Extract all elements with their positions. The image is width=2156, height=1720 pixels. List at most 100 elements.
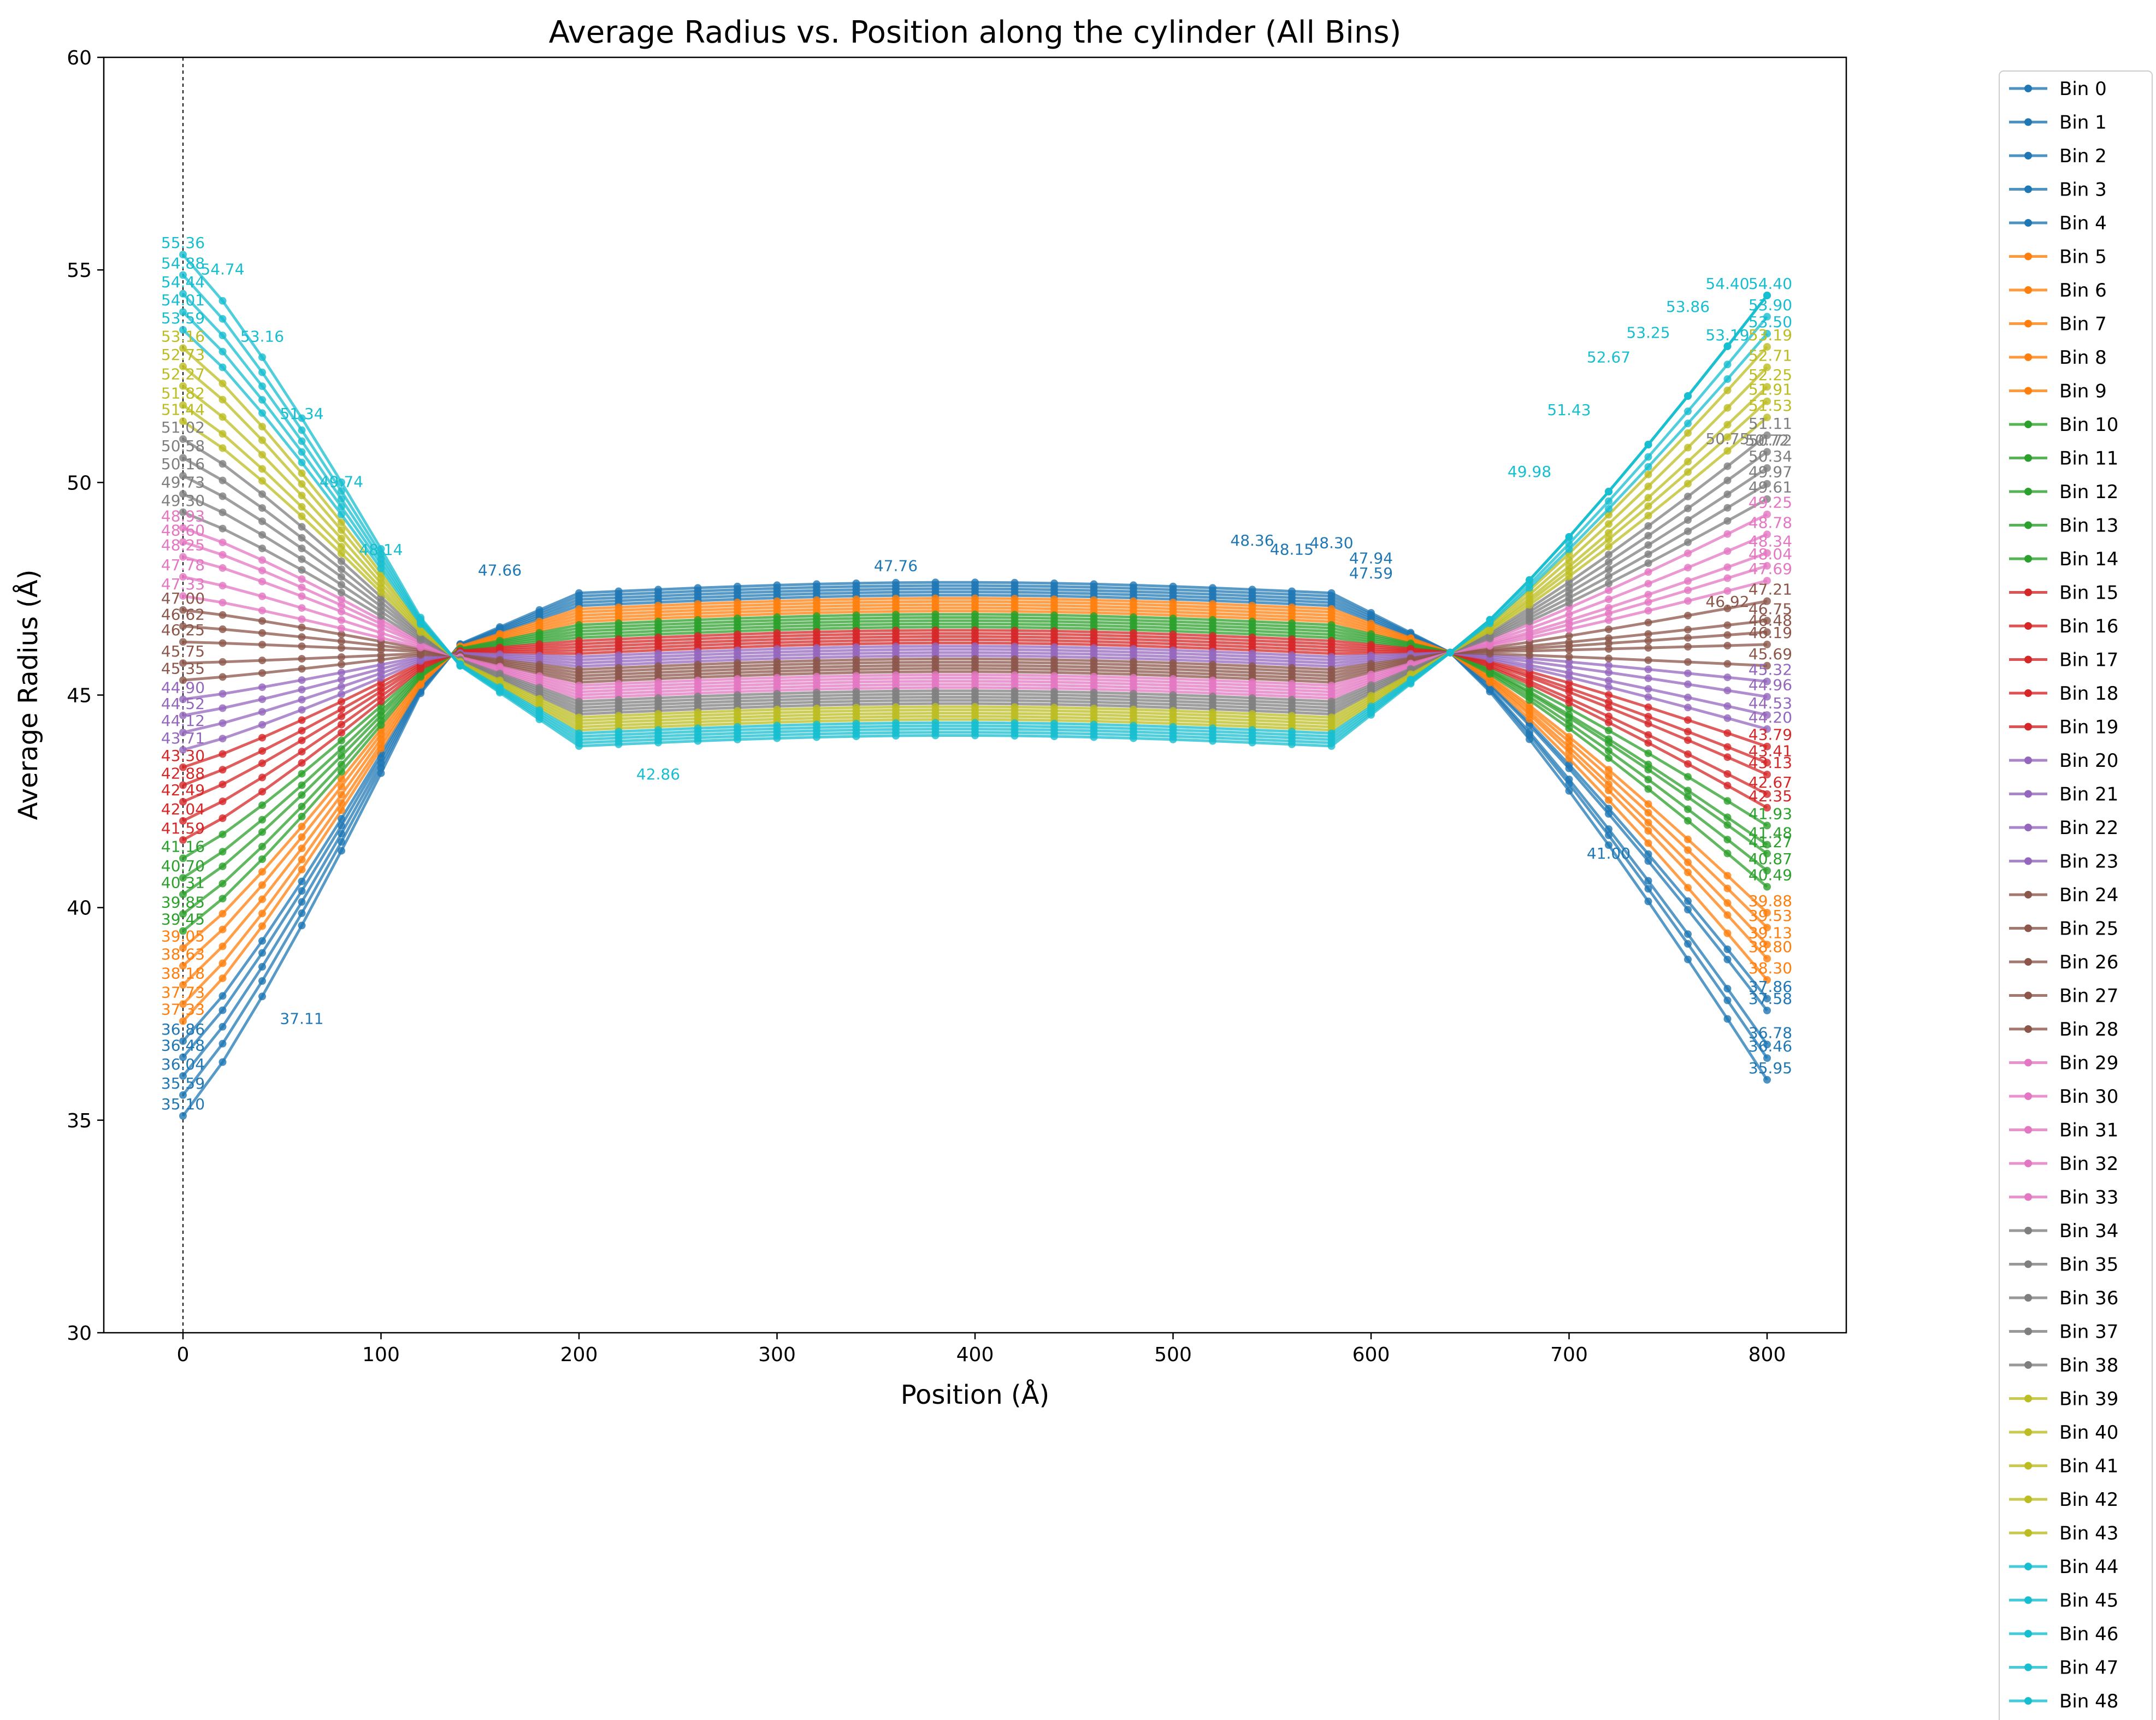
legend-marker xyxy=(2024,1462,2032,1470)
data-point xyxy=(1684,736,1692,744)
data-point xyxy=(218,673,227,681)
data-point xyxy=(1763,363,1771,371)
data-point xyxy=(179,711,187,719)
data-label: 50.75 xyxy=(1705,430,1749,448)
data-label: 52.67 xyxy=(1587,348,1631,367)
data-point xyxy=(338,478,345,486)
data-point xyxy=(1644,568,1652,576)
data-point xyxy=(1644,644,1652,652)
data-point xyxy=(179,638,187,646)
data-point xyxy=(218,797,227,806)
data-point xyxy=(1644,512,1652,519)
data-point xyxy=(179,836,187,844)
data-point xyxy=(1684,407,1692,415)
data-label: 35.95 xyxy=(1749,1059,1792,1077)
data-point xyxy=(1763,561,1771,570)
x-axis: 0 100 200 300 400 500 600 700 800 xyxy=(177,1333,1786,1366)
data-point xyxy=(218,539,227,547)
data-label: 40.87 xyxy=(1749,850,1792,868)
data-point xyxy=(1763,1041,1771,1049)
data-point xyxy=(1723,621,1732,629)
data-point xyxy=(1684,392,1692,400)
data-point xyxy=(1684,658,1692,666)
data-point xyxy=(258,720,266,729)
data-point xyxy=(338,690,345,698)
data-label: 51.34 xyxy=(280,405,323,423)
x-tick-label: 200 xyxy=(560,1344,598,1366)
data-point xyxy=(1684,793,1692,801)
legend-label: Bin 0 xyxy=(2059,78,2107,100)
legend-label: Bin 35 xyxy=(2059,1254,2118,1276)
chart-title: Average Radius vs. Position along the cy… xyxy=(549,15,1402,50)
data-point xyxy=(298,523,306,531)
data-label: 55.36 xyxy=(161,234,205,252)
data-point xyxy=(1684,586,1692,594)
legend-label: Bin 14 xyxy=(2059,548,2118,570)
data-point xyxy=(1723,782,1732,790)
data-point xyxy=(1684,787,1692,795)
data-point xyxy=(1605,558,1612,566)
data-point xyxy=(179,417,187,425)
legend-label: Bin 17 xyxy=(2059,649,2118,671)
data-point xyxy=(1723,631,1732,639)
data-point xyxy=(218,1022,227,1031)
data-label: 44.20 xyxy=(1749,708,1792,726)
data-point xyxy=(179,763,187,771)
data-label: 51.53 xyxy=(1749,397,1792,415)
data-label: 39.88 xyxy=(1749,892,1792,910)
data-label: 47.76 xyxy=(874,557,918,575)
data-point xyxy=(258,881,266,889)
data-point xyxy=(1565,669,1573,677)
data-point xyxy=(1644,550,1652,558)
data-point xyxy=(1684,625,1692,634)
legend-marker xyxy=(2024,1361,2032,1369)
data-label: 48.60 xyxy=(161,521,205,539)
legend-marker xyxy=(2024,1227,2032,1234)
data-point xyxy=(1763,448,1771,456)
data-label: 49.74 xyxy=(320,473,363,491)
data-point xyxy=(1723,884,1732,892)
data-point xyxy=(218,599,227,607)
data-point xyxy=(298,604,306,612)
data-point xyxy=(218,509,227,517)
data-point xyxy=(218,315,227,323)
data-point xyxy=(1723,1015,1732,1023)
data-point xyxy=(218,690,227,698)
data-label: 46.48 xyxy=(1749,611,1792,629)
data-point xyxy=(218,781,227,789)
data-point xyxy=(338,601,345,610)
legend-marker xyxy=(2024,152,2032,159)
data-point xyxy=(1723,490,1732,498)
data-point xyxy=(1723,929,1732,937)
data-point xyxy=(298,665,306,673)
data-point xyxy=(1644,839,1652,847)
data-point xyxy=(1367,711,1375,719)
data-point xyxy=(338,616,345,624)
y-axis-label: Average Radius (Å) xyxy=(13,570,44,820)
data-point xyxy=(338,588,345,596)
data-label: 44.12 xyxy=(161,712,205,730)
data-point xyxy=(298,921,306,930)
data-label: 54.44 xyxy=(161,273,205,291)
data-point xyxy=(258,992,266,1001)
legend-label: Bin 19 xyxy=(2059,717,2118,738)
data-point xyxy=(1684,750,1692,758)
data-point xyxy=(1723,813,1732,821)
data-point xyxy=(1605,661,1612,670)
data-point xyxy=(1723,899,1732,907)
data-point xyxy=(1684,930,1692,938)
data-label: 47.00 xyxy=(161,589,205,607)
data-label: 48.93 xyxy=(161,507,205,525)
data-point xyxy=(1723,504,1732,512)
data-point xyxy=(1684,693,1692,701)
data-point xyxy=(218,942,227,950)
legend-label: Bin 6 xyxy=(2059,280,2107,302)
data-point xyxy=(218,974,227,983)
data-point xyxy=(179,1037,187,1045)
data-label: 43.71 xyxy=(161,729,205,747)
data-point xyxy=(1763,510,1771,518)
legend-label: Bin 27 xyxy=(2059,985,2118,1007)
data-point xyxy=(338,767,345,776)
legend-label: Bin 34 xyxy=(2059,1220,2118,1242)
data-point xyxy=(1565,724,1573,732)
